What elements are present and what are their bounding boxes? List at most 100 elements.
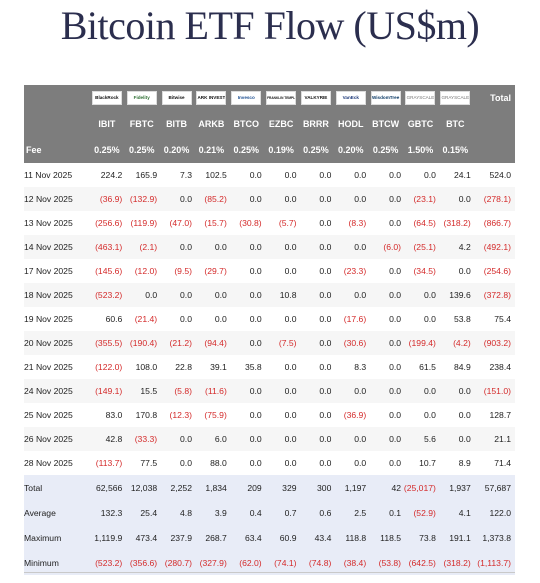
flow-value-cell: (119.9) <box>130 218 158 228</box>
flow-value-cell: 0.0 <box>159 235 194 259</box>
flow-value-cell: 0.0 <box>159 283 194 307</box>
flow-value-cell: (21.4) <box>134 314 158 324</box>
issuer-logo-row: BlackRock Fidelity Bitwise ARK INVEST In… <box>24 85 515 110</box>
blackrock-logo: BlackRock <box>91 90 122 105</box>
flow-value-cell: 0.0 <box>437 379 473 403</box>
ticker: BITB <box>159 110 194 137</box>
flow-value-cell: 10.8 <box>263 283 299 307</box>
table-bottom-rule <box>24 572 515 573</box>
grayscale-btc-logo: GRAYSCALE <box>440 90 471 105</box>
flow-value-cell: (523.2) <box>89 550 125 575</box>
flow-value-cell: 0.0 <box>249 314 262 324</box>
ticker: EZBC <box>263 110 299 137</box>
flow-value-cell: 0.0 <box>284 170 297 180</box>
flow-value-cell: 0.0 <box>124 283 160 307</box>
flow-value-cell: (52.9) <box>403 500 438 525</box>
flow-value-cell: 0.4 <box>228 500 264 525</box>
franklin-templeton-logo: FRANKLIN TEMPLETON <box>266 90 297 105</box>
flow-value-cell: 0.0 <box>423 170 436 180</box>
flow-value-cell: (113.7) <box>95 458 123 468</box>
date-cell: 21 Nov 2025 <box>24 362 73 372</box>
flow-value-cell: (23.1) <box>403 187 438 211</box>
flow-value-cell: (36.9) <box>343 410 367 420</box>
fee-value: 0.19% <box>263 137 299 163</box>
daily-flow-row: 14 Nov 2025 (463.1) (2.1) 0.0 0.0 0.0 0.0 0.0 0.… <box>24 235 515 259</box>
summary-row: Average 132.3 25.4 4.8 3.9 0.4 0.7 0.6 2.5 0.1 (52… <box>24 500 515 525</box>
flow-value-cell: 118.8 <box>333 525 369 550</box>
flow-value-cell: 42.8 <box>89 427 125 451</box>
flow-value-cell: (642.5) <box>403 550 438 575</box>
fee-value: 0.21% <box>193 137 229 163</box>
flow-value-cell: 0.0 <box>368 283 404 307</box>
daily-flow-row: 26 Nov 2025 42.8 (33.3) 0.0 6.0 0.0 0.0 0.0 0.0 0… <box>24 427 515 451</box>
flow-value-cell: 0.0 <box>354 170 367 180</box>
summary-row: Maximum 1,119.9 473.4 237.9 268.7 63.4 60.9 43.… <box>24 525 515 550</box>
flow-value-cell: 53.8 <box>454 314 471 324</box>
daily-flow-row: 21 Nov 2025 (122.0) 108.0 22.8 39.1 35.8 0.0 0.… <box>24 355 515 379</box>
ticker-row: IBIT FBTC BITB ARKB BTCO EZBC BRRR HODL … <box>24 110 515 137</box>
flow-value-cell: (190.4) <box>124 331 160 355</box>
flow-value-cell: 0.0 <box>423 410 436 420</box>
vaneck-logo: VanEck <box>335 90 366 105</box>
flow-value-cell: 0.0 <box>389 362 402 372</box>
summary-row: Minimum (523.2) (356.6) (280.7) (327.9) (62.0… <box>24 550 515 575</box>
flow-value-cell: 0.0 <box>298 331 334 355</box>
flow-value-cell: 0.1 <box>368 500 404 525</box>
flow-value-cell: 22.8 <box>175 362 192 372</box>
flow-value-cell: (94.4) <box>193 331 229 355</box>
flow-value-cell: 0.0 <box>333 379 369 403</box>
daily-flow-row: 19 Nov 2025 60.6 (21.4) 0.0 0.0 0.0 0.0 0.0 (17.… <box>24 307 515 331</box>
flow-value-cell: 62,566 <box>89 475 125 500</box>
flow-value-cell: 0.0 <box>403 379 438 403</box>
flow-value-cell: (7.5) <box>263 331 299 355</box>
total-column-header: Total <box>472 85 515 110</box>
flow-value-cell: 0.0 <box>298 235 334 259</box>
flow-value-cell: 0.0 <box>249 458 262 468</box>
flow-value-cell: 0.0 <box>389 410 402 420</box>
flow-value-cell: (75.9) <box>204 410 227 420</box>
flow-value-cell: 209 <box>228 475 264 500</box>
flow-value-cell: 0.0 <box>389 314 402 324</box>
flow-value-cell: (2.1) <box>124 235 160 259</box>
flow-value-cell: 0.0 <box>249 170 262 180</box>
daily-flow-row: 11 Nov 2025 224.2 165.9 7.3 102.5 0.0 0.0 0.0 0.… <box>24 163 515 187</box>
flow-value-cell: (15.7) <box>204 218 227 228</box>
flow-value-cell: (256.6) <box>95 218 123 228</box>
date-cell: 20 Nov 2025 <box>24 331 90 355</box>
flow-value-cell: 0.0 <box>159 427 194 451</box>
fee-value: 0.20% <box>333 137 369 163</box>
flow-value-cell: 0.0 <box>389 218 402 228</box>
flow-value-cell: (62.0) <box>228 550 264 575</box>
date-cell: 24 Nov 2025 <box>24 379 90 403</box>
flow-value-cell: 88.0 <box>210 458 227 468</box>
row-total-cell: (254.6) <box>483 266 511 276</box>
flow-value-cell: 0.0 <box>368 427 404 451</box>
flow-value-cell: 60.6 <box>105 314 123 324</box>
row-total-cell: 122.0 <box>472 500 515 525</box>
flow-value-cell: 6.0 <box>193 427 229 451</box>
flow-value-cell: 0.0 <box>284 410 297 420</box>
flow-value-cell: 0.0 <box>333 283 369 307</box>
flow-value-cell: (74.8) <box>298 550 334 575</box>
date-cell: 13 Nov 2025 <box>24 218 73 228</box>
flow-value-cell: 60.9 <box>263 525 299 550</box>
date-cell: 19 Nov 2025 <box>24 314 73 324</box>
ticker: BTCW <box>368 110 404 137</box>
daily-flow-rows: 11 Nov 2025 224.2 165.9 7.3 102.5 0.0 0.0 0.0 0.… <box>24 163 515 475</box>
fee-row: Fee 0.25% 0.25% 0.20% 0.21% 0.25% 0.19% … <box>24 137 515 163</box>
flow-value-cell: 77.5 <box>140 458 158 468</box>
flow-value-cell: 0.0 <box>214 314 227 324</box>
row-total-cell: 21.1 <box>472 427 515 451</box>
ticker: IBIT <box>89 110 125 137</box>
row-total-cell: 524.0 <box>489 170 511 180</box>
flow-value-cell: 61.5 <box>419 362 436 372</box>
flow-value-cell: 0.0 <box>298 427 334 451</box>
flow-value-cell: 0.0 <box>319 218 332 228</box>
fee-label: Fee <box>24 137 90 163</box>
flow-value-cell: (149.1) <box>89 379 125 403</box>
date-cell: 14 Nov 2025 <box>24 235 90 259</box>
flow-value-cell: 15.5 <box>124 379 160 403</box>
daily-flow-row: 25 Nov 2025 83.0 170.8 (12.3) (75.9) 0.0 0.0 0.… <box>24 403 515 427</box>
fee-value: 0.25% <box>298 137 334 163</box>
row-total-cell: 71.4 <box>494 458 511 468</box>
